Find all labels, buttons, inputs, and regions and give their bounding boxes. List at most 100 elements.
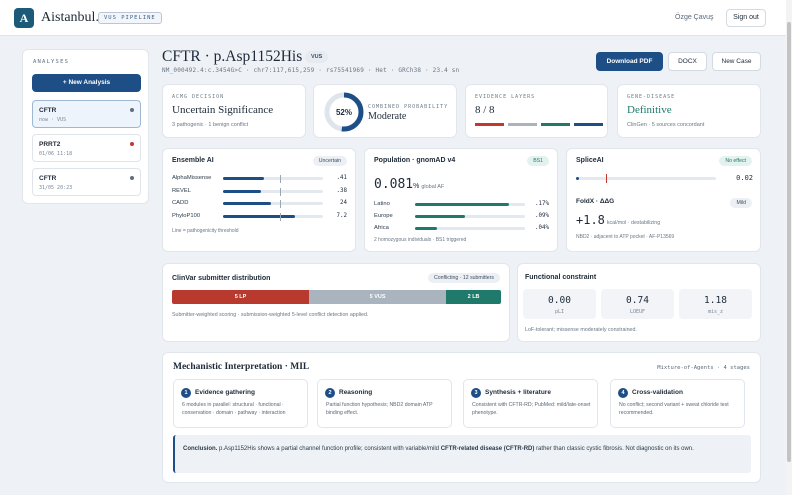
population-name: Europe xyxy=(374,213,393,219)
af-value: 0.081 xyxy=(374,177,414,192)
mechanistic-meta: Mixture-of-Agents · 4 stages xyxy=(657,365,750,371)
constraint-title: Functional constraint xyxy=(525,274,597,281)
foldx-badge: Mild xyxy=(730,198,752,208)
step-description: No conflict; second variant + sweat chlo… xyxy=(619,402,729,416)
sign-out-button[interactable]: Sign out xyxy=(726,9,766,27)
predictor-value: .38 xyxy=(336,187,347,194)
stat-label: pLI xyxy=(554,309,565,315)
combined-value: Moderate xyxy=(368,111,407,122)
predictor-fill xyxy=(223,189,261,193)
evidence-segments xyxy=(475,123,603,126)
analysis-meta: 31/05 20:23 xyxy=(39,185,73,191)
page-title: CFTR · p.Asp1152His xyxy=(162,48,303,65)
predictor-name: AlphaMissense xyxy=(172,175,212,181)
clinvar-note: Submitter-weighted scoring · submission-… xyxy=(172,312,369,318)
gene-disease-label: GENE-DISEASE xyxy=(627,94,676,100)
evidence-segment xyxy=(475,123,504,126)
population-track xyxy=(415,227,525,230)
evidence-segment xyxy=(508,123,537,126)
predictor-name: PhyloP100 xyxy=(172,212,201,219)
predictor-track xyxy=(223,202,323,205)
analysis-item[interactable]: CFTR 31/05 20:23 xyxy=(32,168,141,196)
population-note: 2 homozygous individuals · BS1 triggered xyxy=(374,237,467,243)
clinvar-stacked-bar: 5 LP 5 VUS 2 LB xyxy=(172,290,501,304)
spliceai-track xyxy=(576,177,716,180)
ddg-value: +1.8 xyxy=(576,213,605,227)
mil-step: 1 Evidence gathering 6 modules in parall… xyxy=(173,379,308,428)
acmg-label: ACMG DECISION xyxy=(172,94,225,100)
conclusion-box: Conclusion. p.Asp1152His shows a partial… xyxy=(173,435,751,473)
clinvar-card: ClinVar submitter distribution Conflicti… xyxy=(162,263,510,342)
new-analysis-button[interactable]: + New Analysis xyxy=(32,74,141,92)
predictor-fill xyxy=(223,177,264,180)
af-unit: % xyxy=(413,183,420,190)
conclusion-emphasis: CFTR-related disease (CFTR-RD) xyxy=(440,446,535,452)
step-title: Synthesis + literature xyxy=(485,389,551,396)
population-track xyxy=(415,203,525,206)
logo: A xyxy=(14,8,34,28)
user-name: Özge Çavuş xyxy=(675,14,714,21)
mechanistic-title: Mechanistic Interpretation · MIL xyxy=(173,362,310,372)
step-number: 1 xyxy=(181,388,191,398)
mil-step: 2 Reasoning Partial function hypothesis;… xyxy=(317,379,452,428)
ddg-unit: kcal/mol · destabilizing xyxy=(606,220,661,226)
analyses-sidebar: ANALYSES + New Analysis CFTR now · VUS P… xyxy=(22,49,149,204)
predictor-name: CADD xyxy=(172,200,189,206)
clinvar-segment: 5 VUS xyxy=(309,290,447,304)
predictor-track xyxy=(223,177,323,180)
status-dot xyxy=(130,176,134,180)
combined-probability-card: 52% COMBINED PROBABILITY Moderate xyxy=(313,84,457,138)
download-pdf-button[interactable]: Download PDF xyxy=(596,52,663,71)
population-value: .04% xyxy=(535,225,549,231)
predictor-value: 24 xyxy=(340,200,347,206)
scrollbar[interactable] xyxy=(786,0,792,495)
analysis-gene: CFTR xyxy=(39,107,57,114)
conclusion-label: Conclusion. xyxy=(183,446,218,452)
clinvar-badge: Conflicting · 12 submitters xyxy=(428,273,500,283)
population-badge: BS1 xyxy=(527,156,549,166)
population-title: Population · gnomAD v4 xyxy=(374,157,456,164)
top-bar: A Aistanbul. VUS PIPELINE Özge Çavuş Sig… xyxy=(0,0,786,36)
population-track xyxy=(415,215,525,218)
status-dot xyxy=(130,108,134,112)
docx-button[interactable]: DOCX xyxy=(668,52,707,71)
population-name: Latino xyxy=(374,201,390,207)
threshold-line xyxy=(280,187,281,196)
step-title: Reasoning xyxy=(339,389,373,396)
step-number: 2 xyxy=(325,388,335,398)
probability-percent: 52% xyxy=(336,108,352,117)
spliceai-value: 0.02 xyxy=(736,174,753,182)
threshold-line xyxy=(280,212,281,221)
constraint-stat-pli: 0.00 pLI xyxy=(523,289,596,319)
analysis-item[interactable]: CFTR now · VUS xyxy=(32,100,141,128)
ensemble-badge: Uncertain xyxy=(312,156,347,166)
spliceai-fill xyxy=(576,177,579,180)
population-fill xyxy=(415,203,509,206)
conclusion-text: Conclusion. p.Asp1152His shows a partial… xyxy=(183,444,743,454)
predictor-name: REVEL xyxy=(172,187,192,194)
splice-foldx-card: SpliceAI No effect 0.02 FoldX · ΔΔG Mild… xyxy=(566,148,761,252)
threshold-line xyxy=(280,200,281,208)
ensemble-title: Ensemble AI xyxy=(172,157,214,164)
population-name: Africa xyxy=(374,225,389,231)
new-case-button[interactable]: New Case xyxy=(712,52,761,71)
conclusion-part-1: p.Asp1152His shows a partial channel fun… xyxy=(219,446,440,452)
acmg-note: 3 pathogenic · 1 benign conflict xyxy=(172,122,249,128)
step-number: 4 xyxy=(618,388,628,398)
predictor-fill xyxy=(223,202,271,205)
threshold-line xyxy=(280,175,281,183)
clinvar-segment: 2 LB xyxy=(446,290,501,304)
constraint-stat-misz: 1.18 mis_z xyxy=(679,289,752,319)
step-title: Evidence gathering xyxy=(195,389,255,396)
predictor-track xyxy=(223,189,323,193)
analysis-item[interactable]: PRRT2 01/06 11:18 xyxy=(32,134,141,162)
spliceai-threshold xyxy=(606,174,607,183)
status-dot xyxy=(130,142,134,146)
population-value: .17% xyxy=(535,201,549,207)
evidence-label: EVIDENCE LAYERS xyxy=(475,94,536,100)
global-af: 0.081% global AF xyxy=(374,177,444,192)
foldx-title: FoldX · ΔΔG xyxy=(576,198,615,205)
step-title: Cross-validation xyxy=(632,389,683,396)
analysis-meta: 01/06 11:18 xyxy=(39,151,73,157)
scrollbar-thumb[interactable] xyxy=(787,22,791,462)
